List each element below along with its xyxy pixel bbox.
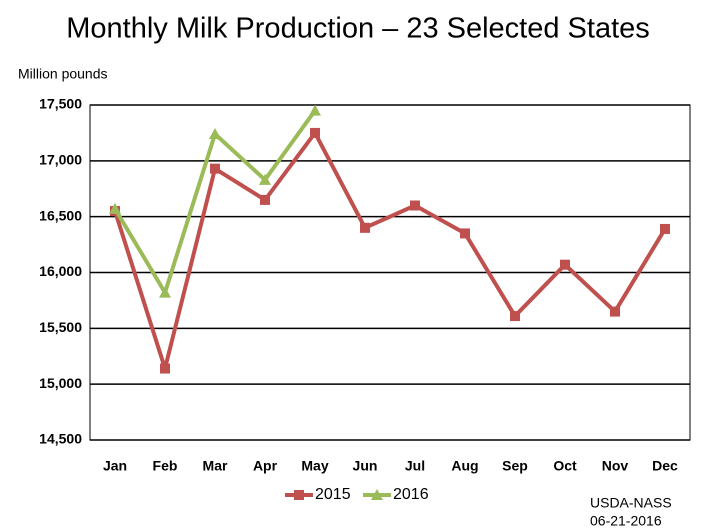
x-tick-label: Apr [253,458,278,474]
marker [294,490,304,500]
x-tick-label: Nov [602,458,629,474]
marker [259,173,271,185]
x-tick-label: Jan [103,458,127,474]
marker [660,223,670,234]
plot-frame [89,104,691,441]
y-tick-label: 16,000 [39,263,82,279]
chart-title: Monthly Milk Production – 23 Selected St… [66,13,650,45]
marker [371,489,383,500]
marker [160,363,170,374]
x-tick-label: Feb [153,458,178,474]
legend-label: 2015 [315,486,351,503]
y-tick-label: 15,500 [39,319,82,335]
marker [260,194,270,205]
x-tick-label: May [301,458,328,474]
marker [159,286,171,298]
marker [610,306,620,317]
y-tick-label: 16,500 [39,207,82,223]
legend-label: 2016 [393,486,429,503]
x-tick-label: Oct [553,458,577,474]
series-line [113,130,667,371]
y-axis-label: Million pounds [18,66,108,82]
marker [410,200,420,211]
marker [360,222,370,233]
x-tick-label: Dec [652,458,678,474]
marker [510,311,520,322]
x-tick-label: Mar [203,458,228,474]
marker [310,127,320,138]
x-tick-label: Sep [502,458,528,474]
marker [109,202,121,214]
x-tick-label: Aug [451,458,478,474]
source-date: 06-21-2016 [590,513,662,529]
marker [460,228,470,239]
y-tick-label: 15,000 [39,375,82,391]
y-tick-label: 17,000 [39,152,82,168]
marker [210,163,220,174]
y-tick-label: 17,500 [39,96,82,112]
source: USDA-NASS [590,495,672,511]
y-tick-label: 14,500 [39,431,82,447]
x-tick-label: Jul [405,458,425,474]
marker [560,259,570,270]
marker [309,104,321,116]
marker [209,128,221,140]
x-tick-label: Jun [353,458,378,474]
